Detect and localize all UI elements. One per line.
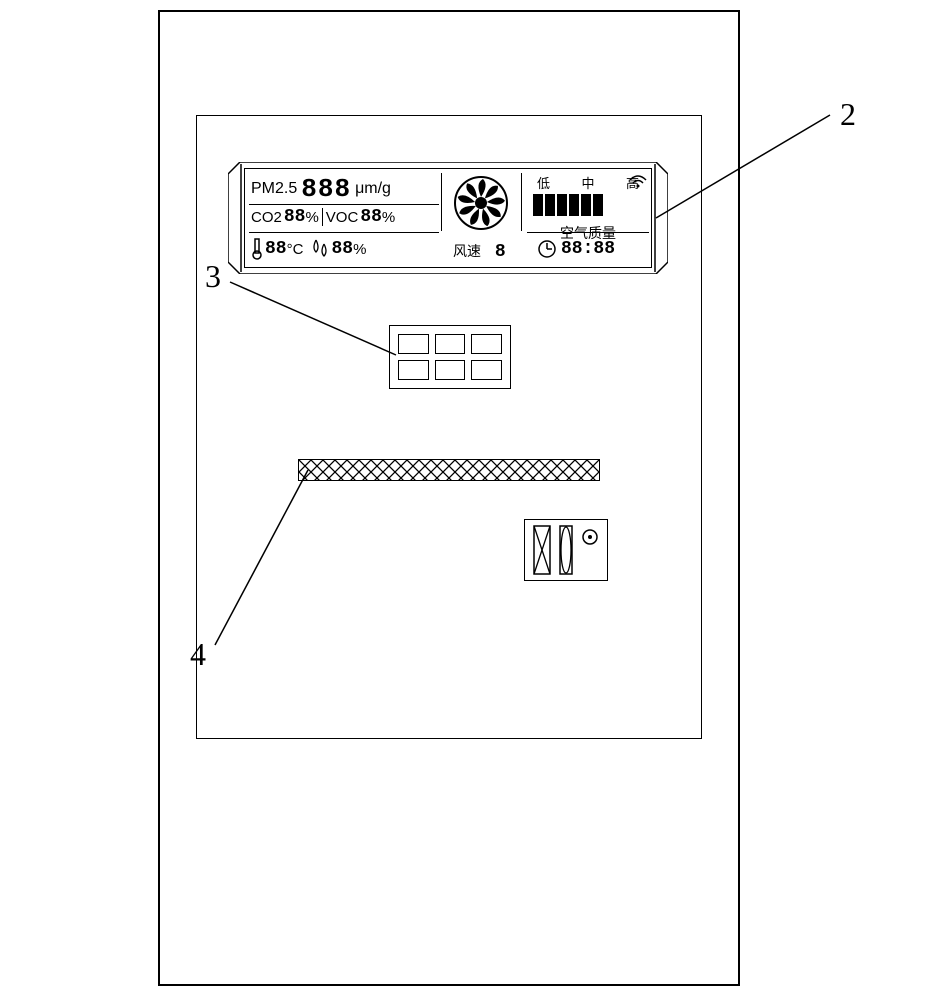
temp-value: 88	[265, 239, 287, 259]
co2-voc-row: CO2 88 % VOC 88 %	[251, 207, 395, 227]
divider-right	[521, 173, 522, 231]
co2-label: CO2	[251, 209, 282, 226]
pm25-label: PM2.5	[251, 180, 297, 198]
co2-value: 88	[284, 207, 306, 227]
switch-panel	[524, 519, 608, 581]
temp-humid-row: 88 °C 88 %	[251, 237, 366, 261]
fanspeed-row: 风速 8	[453, 241, 506, 262]
divider-left	[441, 173, 442, 231]
pm25-value: 888	[301, 174, 351, 204]
button-2[interactable]	[435, 334, 466, 354]
button-4[interactable]	[398, 360, 429, 380]
humidity-icon	[311, 238, 329, 260]
humid-unit: %	[353, 241, 366, 258]
pm25-row: PM2.5 888 μm/g	[251, 174, 391, 204]
wifi-icon	[629, 175, 647, 189]
clock-icon	[537, 239, 557, 259]
time-row: 88:88	[537, 239, 615, 259]
switch-2[interactable]	[559, 525, 573, 575]
humid-value: 88	[331, 239, 353, 259]
thermometer-icon	[251, 237, 263, 261]
lcd-inner: PM2.5 888 μm/g CO2 88 % VOC 88 % 88 °C 8…	[244, 168, 652, 268]
divider-bottom	[249, 232, 439, 233]
fan-icon	[453, 175, 509, 236]
button-6[interactable]	[471, 360, 502, 380]
switch-1[interactable]	[533, 525, 551, 575]
fanspeed-label: 风速	[453, 243, 481, 259]
pm25-unit: μm/g	[355, 180, 391, 198]
voc-unit: %	[382, 209, 395, 226]
time-value: 88:88	[561, 239, 615, 259]
divider-time	[527, 232, 649, 233]
temp-unit: °C	[287, 241, 304, 258]
fanspeed-value: 8	[495, 242, 506, 262]
aq-low: 低	[537, 173, 550, 192]
co2-unit: %	[305, 209, 318, 226]
callout-4: 4	[190, 636, 206, 673]
voc-value: 88	[360, 207, 382, 227]
callout-2: 2	[840, 96, 856, 133]
switch-3[interactable]	[581, 525, 599, 575]
button-1[interactable]	[398, 334, 429, 354]
button-3[interactable]	[471, 334, 502, 354]
button-grid	[389, 325, 511, 389]
vent-slot	[298, 459, 600, 481]
divider-top	[249, 204, 439, 205]
aq-mid: 中	[581, 173, 594, 192]
button-5[interactable]	[435, 360, 466, 380]
aq-bars	[533, 194, 643, 221]
callout-3: 3	[205, 258, 221, 295]
voc-label: VOC	[326, 209, 359, 226]
